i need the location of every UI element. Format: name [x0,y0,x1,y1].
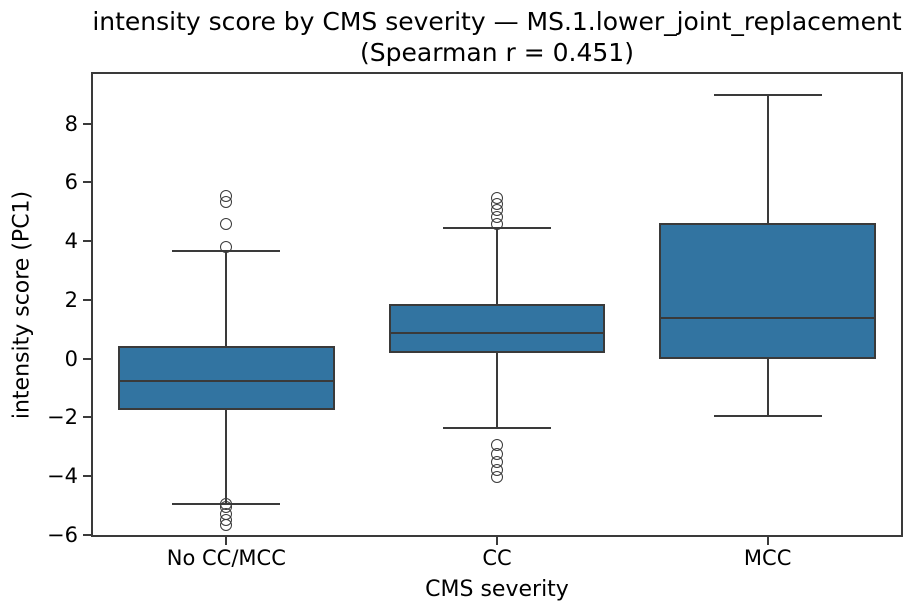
boxplot-cap-upper [713,93,822,96]
boxplot-cap-lower [442,427,552,430]
chart-title-subtitle: (Spearman r = 0.451) [360,38,634,67]
y-tick-mark [83,475,91,478]
y-tick-mark [83,298,91,301]
outlier-point [220,196,233,209]
y-tick-label: −2 [47,405,78,430]
y-tick-label: 0 [64,346,78,371]
y-tick-label: 8 [64,111,78,136]
x-tick-label: No CC/MCC [166,546,286,570]
boxplot-whisker-lower [496,353,498,429]
boxplot-whisker-lower [766,359,769,417]
boxplot-whisker-lower [225,410,228,505]
outlier-point [491,218,503,231]
x-axis-label: CMS severity [425,577,569,602]
x-tick-label: MCC [743,546,792,570]
x-tick-mark [496,537,498,545]
y-tick-mark [83,122,91,125]
outlier-point [491,470,503,483]
y-tick-label: 6 [64,170,78,195]
boxplot-whisker-upper [496,228,498,305]
chart-title: intensity score by CMS severity — MS.1.l… [91,6,903,68]
boxplot-median [120,379,333,382]
outlier-point [220,218,233,231]
boxplot-box [388,304,606,354]
boxplot-box [118,346,335,411]
y-tick-label: 2 [64,287,78,312]
boxplot-whisker-upper [766,94,769,224]
chart-title-line1: intensity score by CMS severity — MS.1.l… [92,7,902,36]
y-tick-label: −6 [47,522,78,547]
boxplot-cap-lower [713,415,822,418]
y-tick-mark [83,240,91,243]
y-tick-mark [83,357,91,360]
boxplot-median [661,317,874,320]
y-tick-label: −4 [47,464,78,489]
boxplot-median [390,331,604,334]
boxplot-box [659,223,876,360]
x-tick-mark [766,537,769,545]
y-tick-mark [83,181,91,184]
y-tick-label: 4 [64,229,78,254]
outlier-point [220,240,233,253]
x-tick-label: CC [482,546,512,570]
boxplot-whisker-upper [225,250,228,347]
x-tick-mark [225,537,228,545]
outlier-point [220,518,233,531]
y-tick-mark [83,533,91,536]
y-tick-mark [83,416,91,419]
